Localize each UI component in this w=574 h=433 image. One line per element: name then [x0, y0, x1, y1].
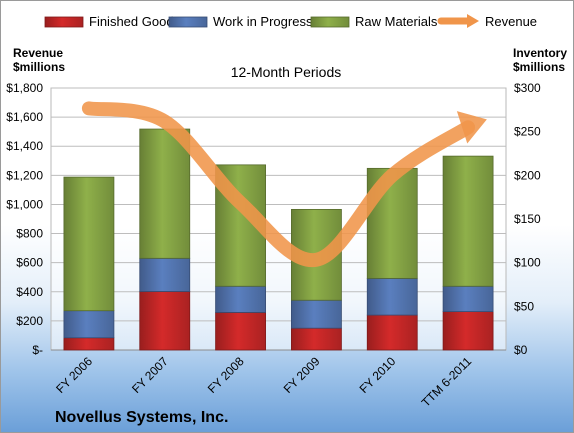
- left-tick-label: $1,800: [6, 81, 43, 95]
- legend-label: Work in Progress: [213, 14, 313, 29]
- x-tick-label: FY 2008: [205, 354, 247, 396]
- bar-finished-goods: [291, 327, 342, 351]
- legend-label: Finished Goods: [89, 14, 181, 29]
- left-axis-title-line2: $millions: [13, 60, 65, 74]
- bar-raw-materials: [139, 128, 191, 259]
- bar-work-in-progress: [442, 285, 494, 312]
- x-tick-label: TTM 6-2011: [419, 354, 475, 410]
- left-axis-title-line1: Revenue: [13, 46, 63, 60]
- right-tick-label: $250: [514, 125, 541, 139]
- bar-raw-materials: [63, 176, 115, 312]
- legend-arrowhead: [467, 14, 479, 28]
- left-tick-label: $200: [16, 314, 43, 328]
- x-tick-label: FY 2007: [129, 354, 171, 396]
- bar-work-in-progress: [63, 310, 115, 339]
- right-tick-label: $50: [514, 299, 534, 313]
- legend-label: Raw Materials: [355, 14, 438, 29]
- legend-swatch-work-in-progress: [168, 16, 208, 28]
- legend-swatch-raw-materials: [310, 16, 350, 28]
- company-name: Novellus Systems, Inc.: [55, 409, 228, 426]
- left-tick-label: $600: [16, 256, 43, 270]
- left-tick-label: $400: [16, 285, 43, 299]
- plot-background: [50, 87, 507, 351]
- bar-finished-goods: [366, 314, 418, 351]
- x-tick-label: FY 2010: [357, 354, 399, 396]
- legend: Finished Goods Work in Progress Raw Materi…: [44, 14, 537, 29]
- bar-finished-goods: [215, 312, 266, 351]
- chart-title: 12-Month Periods: [231, 64, 342, 80]
- left-tick-label: $1,600: [6, 110, 43, 124]
- revenue-line: [81, 101, 476, 267]
- x-tick-label: FY 2009: [281, 354, 323, 396]
- bar-work-in-progress: [139, 257, 191, 292]
- x-tick-label: FY 2006: [53, 354, 95, 396]
- plot-area: $- $200 $400 $600 $800 $1,000 $1,200 $1,400 $1,6…: [6, 81, 541, 410]
- left-tick-label: $-: [32, 343, 43, 357]
- bar-raw-materials: [442, 155, 494, 287]
- left-tick-label: $1,400: [6, 139, 43, 153]
- left-tick-label: $1,200: [6, 168, 43, 182]
- bar-finished-goods: [63, 337, 115, 351]
- right-tick-label: $0: [514, 343, 528, 357]
- revenue-arrowhead: [456, 111, 487, 144]
- right-tick-label: $150: [514, 212, 541, 226]
- right-axis-title-line1: Inventory: [513, 46, 567, 60]
- right-tick-label: $200: [514, 168, 541, 182]
- bar-work-in-progress: [366, 277, 418, 316]
- left-tick-label: $800: [16, 227, 43, 241]
- legend-swatch-finished-goods: [44, 16, 84, 28]
- bar-work-in-progress: [291, 299, 342, 329]
- left-tick-label: $1,000: [6, 197, 43, 211]
- bar-finished-goods: [139, 291, 191, 351]
- bar-work-in-progress: [215, 285, 266, 313]
- legend-label: Revenue: [485, 14, 537, 29]
- bar-finished-goods: [442, 311, 494, 351]
- right-tick-label: $300: [514, 81, 541, 95]
- right-tick-label: $100: [514, 256, 541, 270]
- right-axis-title-line2: $millions: [513, 60, 565, 74]
